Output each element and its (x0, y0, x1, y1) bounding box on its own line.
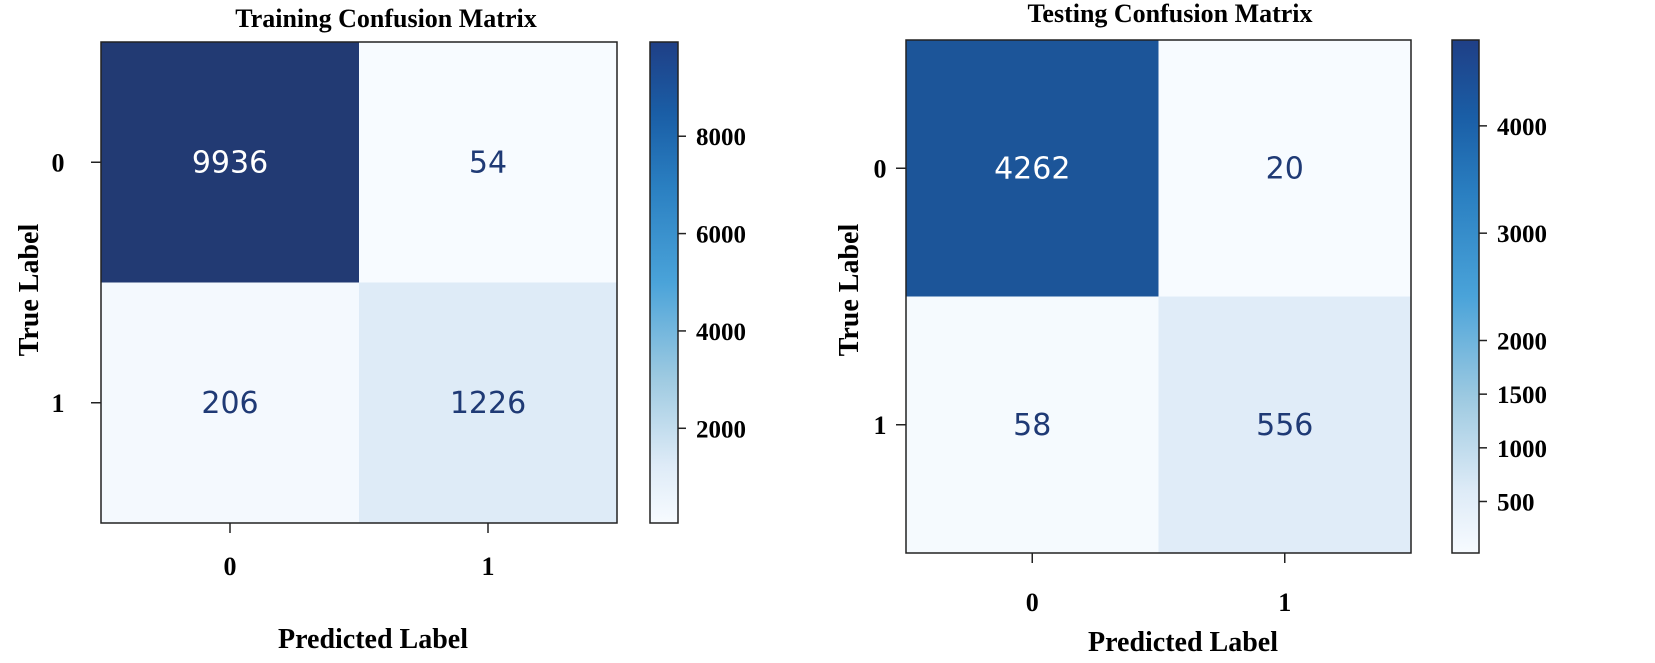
chart-title: Training Confusion Matrix (235, 4, 536, 33)
x-tick-label: 1 (482, 552, 495, 581)
heatmap-cell (906, 40, 1159, 297)
axis-ticks: 0 1 0 1 (874, 154, 1292, 617)
y-tick-label: 0 (52, 148, 65, 177)
colorbar-tick-label: 1500 (1497, 382, 1547, 409)
x-axis-label: Predicted Label (278, 624, 468, 655)
colorbar-ticks: 500 1000 1500 2000 3000 4000 (1479, 114, 1547, 516)
cell-value-label: 1226 (450, 386, 526, 421)
colorbar-tick-label: 6000 (696, 222, 746, 249)
colorbar-tick-label: 8000 (696, 124, 746, 151)
x-axis-label: Predicted Label (1088, 627, 1278, 658)
cell-value-label: 58 (1013, 408, 1051, 443)
colorbar (1451, 39, 1480, 554)
x-tick-label: 1 (1278, 588, 1291, 617)
colorbar-tick-label: 3000 (1497, 221, 1547, 248)
colorbar-ticks: 2000 4000 6000 8000 (678, 124, 746, 443)
cell-value-label: 556 (1256, 408, 1313, 443)
colorbar-tick-label: 1000 (1497, 436, 1547, 463)
axis-ticks: 0 1 0 1 (52, 148, 495, 581)
cell-value-label: 20 (1266, 151, 1304, 186)
heatmap-cell (359, 42, 617, 283)
colorbar-tick-label: 4000 (696, 319, 746, 346)
colorbar-tick-label: 500 (1497, 489, 1535, 516)
heatmap-cell (359, 282, 617, 523)
y-tick-label: 1 (874, 411, 887, 440)
cell-value-label: 9936 (192, 145, 268, 180)
colorbar (649, 41, 679, 524)
heatmap-cell (1158, 40, 1411, 297)
plot-frame (100, 41, 618, 524)
colorbar-tick-label: 2000 (1497, 329, 1547, 356)
y-tick-label: 1 (52, 389, 65, 418)
colorbar-tick-label: 2000 (696, 416, 746, 443)
chart-title: Testing Confusion Matrix (1027, 0, 1312, 28)
cell-value-label: 206 (201, 386, 258, 421)
heatmap-cell (906, 296, 1159, 553)
heatmap-cells: 9936 54 206 1226 (101, 42, 617, 523)
colorbar-tick-label: 4000 (1497, 114, 1547, 141)
heatmap-cell (101, 42, 359, 283)
cell-value-label: 4262 (994, 151, 1070, 186)
y-axis-label: True Label (834, 224, 865, 357)
x-tick-label: 0 (224, 552, 237, 581)
plot-frame (905, 39, 1412, 554)
cell-value-label: 54 (469, 145, 507, 180)
heatmap-cells: 4262 20 58 556 (906, 40, 1411, 553)
y-axis-label: True Label (14, 224, 45, 357)
x-tick-label: 0 (1026, 588, 1039, 617)
heatmap-cell (101, 282, 359, 523)
heatmap-cell (1158, 296, 1411, 553)
y-tick-label: 0 (874, 154, 887, 183)
